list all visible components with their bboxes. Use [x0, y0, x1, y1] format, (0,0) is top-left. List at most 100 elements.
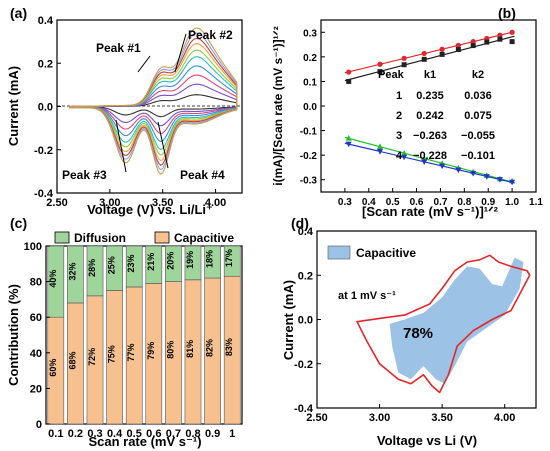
panel-b-ytick-label: 0.2 [303, 53, 317, 64]
panel-a-ytick-label: -0.4 [34, 188, 54, 200]
bar-diffusion-label: 17% [224, 249, 234, 267]
panel-d-ytick-label: 0.4 [298, 226, 314, 238]
panel-a-ylabel: Current (mA) [6, 66, 21, 146]
bar-diffusion [125, 245, 143, 288]
peak-4-point [401, 154, 408, 161]
panel-b-plot [344, 29, 516, 186]
bar-diffusion-label: 32% [67, 262, 77, 280]
bar-diffusion-label: 20% [165, 252, 175, 270]
panel-d-condition: at 1 mV s⁻¹ [338, 290, 396, 302]
peak-3-arrow [115, 119, 127, 173]
peak-2-point [455, 46, 461, 52]
panel-b-ylabel-text: i(mA)/[Scan rate (mV s⁻¹)]¹ᐟ² [271, 26, 285, 185]
panel-c-xtick-label: 0.4 [107, 428, 123, 440]
panel-d-tag: (d) [291, 215, 309, 231]
bar-diffusion [86, 245, 104, 297]
peak-4-arrow [157, 121, 169, 169]
k-table-cell: −0.228 [413, 150, 447, 162]
peak-1-point [377, 61, 383, 67]
peak-4-point [470, 170, 477, 177]
panel-c-xtick-label: 0.8 [185, 428, 200, 440]
bar-diffusion [67, 245, 84, 304]
k-table-cell: 0.075 [464, 110, 492, 122]
peak-4-point [496, 177, 503, 183]
bar-diffusion-label: 28% [87, 259, 97, 277]
panel-c-tag: (c) [10, 215, 27, 231]
panel-a-ytick-label: 0.2 [38, 58, 53, 70]
panel-a-xlabel: Voltage (V) vs. Li/Li⁺ [87, 202, 213, 217]
bar-diffusion [223, 245, 241, 277]
peak-1-point [421, 50, 427, 57]
panel-d-percent: 78% [403, 325, 433, 342]
peak-2-point [470, 43, 476, 49]
panel-d-ytick-label: -0.4 [294, 403, 314, 415]
panel-b-ytick-label: 0.3 [303, 28, 317, 39]
panel-c-ytick-label: 20 [30, 383, 42, 395]
bar-diffusion-label: 25% [107, 256, 117, 274]
panel-b-xtick-label: 1.0 [505, 197, 519, 208]
panel-a-xtick-label: 4.00 [205, 197, 226, 209]
peak-2-point [439, 51, 445, 57]
panel-b-plot-area [320, 19, 537, 193]
panel-b: (b) -0.3-0.2-0.10.00.10.20.3 0.3 0.4 0.5 0.… [271, 5, 543, 219]
k-table: Peak k1 k2 1 0.235 0.036 2 0.242 0.075 3 −0.263 −0.… [378, 69, 495, 162]
k-table-cell: −0.055 [461, 130, 495, 142]
bar-diffusion [106, 245, 123, 291]
bar-diffusion [165, 245, 182, 282]
bar-diffusion-label: 18% [205, 250, 215, 268]
panel-c-x-ticks: 0.1 0.2 0.3 0.4 0.5 0.6 0.7 0.8 0.9 1 [48, 428, 235, 440]
cv-outline [356, 254, 531, 394]
panel-a-x-ticks: 2.50 3.00 3.50 4.00 [46, 189, 226, 209]
panel-b-ytick-label: 0.0 [303, 102, 317, 113]
legend-capacitive-swatch [154, 231, 170, 244]
bar-capacitive-label: 68% [67, 351, 77, 369]
peak-2-point [509, 39, 515, 45]
panel-c-xtick-label: 0.2 [68, 428, 83, 440]
peak-4-point [377, 149, 384, 155]
panel-b-x-ticks: 0.3 0.4 0.5 0.6 0.7 0.8 0.9 1.0 1.1 [338, 188, 543, 208]
peak-4-point [509, 179, 516, 186]
panel-c-ylabel: Contribution (%) [6, 284, 21, 386]
panel-b-xtick-label: 0.3 [338, 197, 352, 208]
peak-2-point [401, 62, 407, 68]
peak-1-arrow [137, 55, 151, 73]
panel-d-xlabel: Voltage vs Li (V) [377, 433, 477, 448]
panel-b-xtick-label: 0.9 [481, 197, 495, 208]
panel-c-ytick-label: 40 [30, 348, 42, 360]
peak-1-point [509, 29, 515, 35]
bar-capacitive-label: 82% [205, 339, 215, 357]
panel-a-y-ticks: -0.4 -0.2 0.0 0.2 0.4 [34, 15, 61, 200]
k-table-cell: 1 [396, 90, 402, 102]
panel-a-ytick-label: 0.4 [38, 15, 54, 27]
panel-a-xtick-label: 3.00 [99, 197, 120, 209]
bar-capacitive-label: 77% [126, 343, 136, 361]
panel-b-xtick-label: 0.7 [433, 197, 447, 208]
bar-diffusion-label: 23% [126, 254, 136, 272]
peak-1-point [346, 69, 352, 75]
panel-c-bars: 60% 40% 68% 32% 72% 28% 75% 25% 77% 23% 79% 21% 80% 2… [47, 245, 241, 425]
panel-d-ytick-label: 0.0 [298, 315, 313, 327]
bar-diffusion [184, 245, 202, 281]
panel-a-tag: (a) [10, 5, 27, 21]
k-table-header: k2 [472, 69, 484, 81]
bar-capacitive-label: 60% [48, 359, 58, 377]
panel-b-xtick-label: 1.1 [529, 197, 543, 208]
panel-d-plot [356, 254, 531, 394]
k-table-cell: 0.242 [416, 110, 444, 122]
bar-capacitive-label: 79% [146, 342, 156, 360]
panel-d-y-ticks: -0.4 -0.2 0.0 0.2 0.4 [294, 226, 321, 415]
peak-3-point [377, 143, 384, 149]
k-table-cell: 0.036 [464, 90, 492, 102]
peak-2-point [346, 78, 352, 84]
peak-1-point [455, 42, 461, 48]
k-table-cell: 0.235 [416, 90, 444, 102]
peak-2-point [421, 56, 427, 62]
panel-d-x-ticks: 2.50 3.00 3.50 4.00 [306, 404, 515, 424]
k-table-cell: 4 [396, 150, 403, 162]
annotation-peak-1: Peak #1 [96, 41, 141, 55]
bar-diffusion-label: 40% [48, 270, 58, 288]
panel-d-ytick-label: -0.2 [294, 359, 313, 371]
annotation-peak-4: Peak #4 [180, 168, 225, 182]
k-table-cell: −0.101 [461, 150, 495, 162]
